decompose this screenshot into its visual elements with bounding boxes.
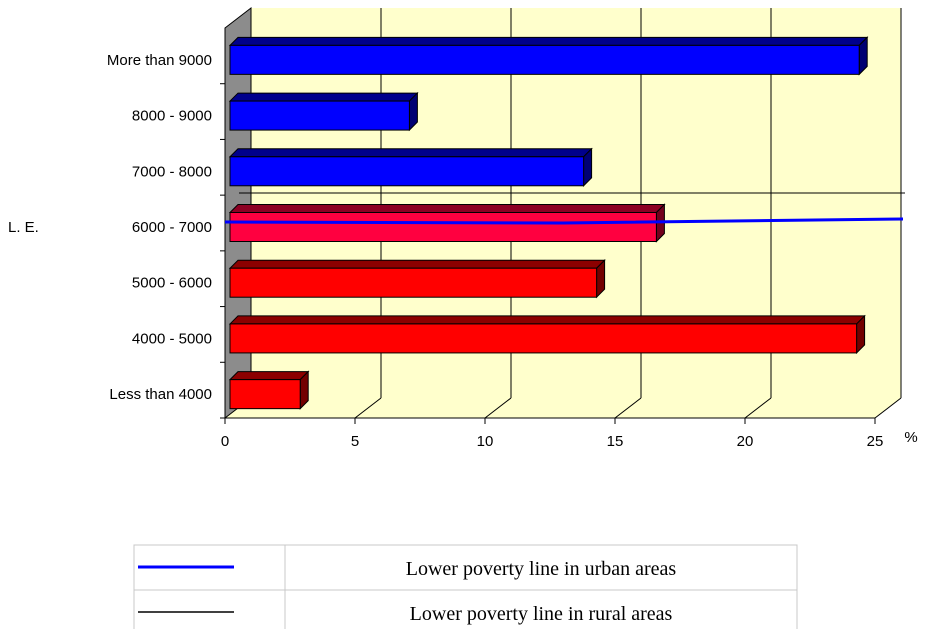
category-label: 4000 - 5000 [132, 330, 212, 347]
side-label: L. E. [8, 219, 39, 236]
floor-gridline [354, 397, 382, 419]
category-label: 7000 - 8000 [132, 163, 212, 180]
bar [228, 36, 869, 76]
bar-top [228, 36, 869, 46]
category-label: 5000 - 6000 [132, 275, 212, 292]
bar [228, 91, 419, 132]
bar-face [229, 267, 598, 298]
x-tick-label: 0 [221, 433, 229, 450]
bar-top [228, 371, 310, 381]
category-label: 6000 - 7000 [132, 219, 212, 236]
floor-gridline [614, 397, 642, 419]
floor-gridline [744, 397, 772, 419]
bar [228, 314, 866, 355]
floor-gridline [874, 397, 902, 419]
urban-poverty-line [224, 217, 904, 225]
plot-floor [225, 398, 901, 418]
bar-face [229, 379, 301, 410]
bar-face [229, 44, 860, 75]
bar-top [228, 315, 866, 325]
x-tick-label: 10 [477, 433, 494, 450]
x-tick-label: 25 [867, 433, 884, 450]
bar-top [228, 259, 606, 269]
bar-face [229, 100, 410, 131]
category-label: 8000 - 9000 [132, 108, 212, 125]
bar-face [229, 323, 858, 354]
bar-face [229, 156, 585, 187]
bar-top [228, 204, 666, 213]
x-tick-label: 20 [737, 433, 754, 450]
bar [228, 147, 593, 187]
bar-top [228, 92, 419, 102]
bar [228, 259, 606, 299]
bar-face [229, 212, 657, 242]
bar-top [228, 148, 593, 158]
x-tick-label: 15 [607, 433, 624, 450]
category-label: More than 9000 [107, 52, 212, 69]
x-unit-label: % [904, 429, 917, 446]
legend-label: Lower poverty line in urban areas [406, 558, 677, 580]
x-tick-label: 5 [351, 433, 359, 450]
bar [228, 203, 666, 243]
legend-label: Lower poverty line in rural areas [410, 603, 673, 625]
bar [228, 370, 310, 410]
legend-box [133, 544, 798, 629]
floor-gridline [484, 397, 512, 419]
category-label: Less than 4000 [109, 386, 212, 403]
